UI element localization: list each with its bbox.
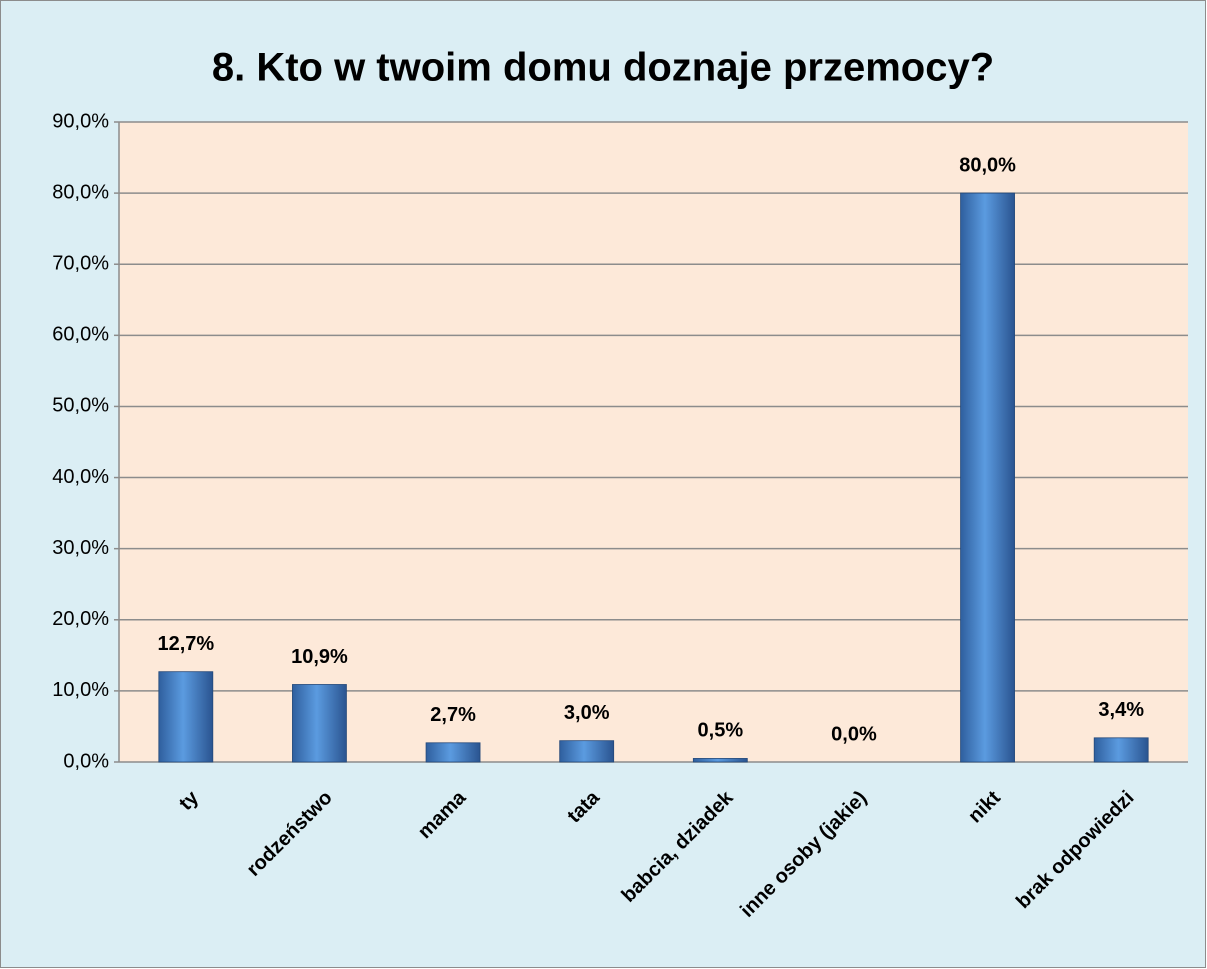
y-tick-label: 30,0% — [52, 537, 109, 559]
chart-title: 8. Kto w twoim domu doznaje przemocy? — [212, 46, 994, 90]
data-label: 3,4% — [1098, 699, 1144, 721]
y-tick-label: 10,0% — [52, 679, 109, 701]
bar — [692, 758, 748, 763]
y-tick-label: 60,0% — [52, 324, 109, 346]
bar — [158, 671, 214, 763]
data-label: 2,7% — [430, 704, 476, 726]
y-tick-label: 70,0% — [52, 253, 109, 275]
data-label: 80,0% — [959, 154, 1016, 176]
bar — [292, 684, 347, 763]
plot-area — [119, 122, 1188, 762]
bar — [425, 742, 481, 763]
bar — [559, 740, 615, 763]
y-tick-label: 0,0% — [63, 750, 109, 772]
bar — [1093, 737, 1149, 763]
data-label: 3,0% — [564, 702, 610, 724]
data-label: 0,5% — [698, 720, 744, 742]
bar — [960, 192, 1015, 763]
y-tick-label: 80,0% — [52, 181, 109, 203]
y-tick-label: 50,0% — [52, 395, 109, 417]
y-tick-label: 90,0% — [52, 110, 109, 132]
y-tick-label: 20,0% — [52, 608, 109, 630]
data-label: 12,7% — [157, 633, 214, 655]
y-tick-label: 40,0% — [52, 466, 109, 488]
data-label: 10,9% — [291, 646, 348, 668]
data-label: 0,0% — [831, 723, 877, 745]
